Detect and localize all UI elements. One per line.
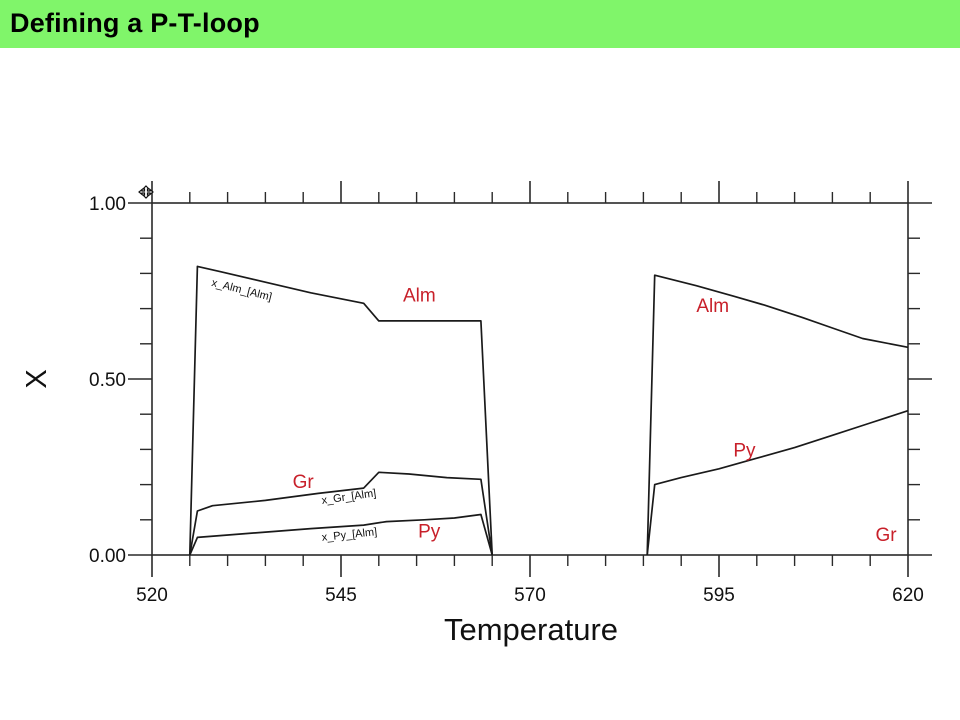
annotation-label: Alm xyxy=(403,286,436,307)
annotation-label: Py xyxy=(733,440,756,461)
annotation-label: Py xyxy=(418,521,441,542)
annotation-label: Gr xyxy=(293,472,315,493)
text-layer: 520 545 570 595 620 0.00 0.50 1.00 Temperature Xx… xyxy=(21,194,924,647)
annotation-label: Gr xyxy=(875,525,897,546)
x-tick-label: 595 xyxy=(703,585,735,606)
y-axis-label: X xyxy=(21,369,53,388)
y-tick-label: 0.50 xyxy=(89,370,126,391)
series-layer xyxy=(188,265,909,556)
move-cross-icon[interactable] xyxy=(138,185,154,199)
plot-frame xyxy=(151,202,909,556)
y-tick-label: 1.00 xyxy=(89,194,126,215)
annotation-label: Alm xyxy=(696,296,729,317)
x-axis-label: Temperature xyxy=(444,612,618,647)
y-tick-label: 0.00 xyxy=(89,546,126,567)
x-tick-label: 620 xyxy=(892,585,924,606)
series-line xyxy=(188,471,494,556)
series-line xyxy=(188,265,494,556)
x-tick-label: 570 xyxy=(514,585,546,606)
curve-label: x_Py_[Alm] xyxy=(321,526,378,544)
slide-title: Defining a P-T-loop xyxy=(10,8,260,38)
x-tick-label: 545 xyxy=(325,585,357,606)
axis-ticks xyxy=(128,181,932,577)
plot-border xyxy=(151,202,909,556)
curve-label: x_Gr_[Alm] xyxy=(321,487,377,507)
series-line xyxy=(646,274,909,556)
title-bar: Defining a P-T-loop xyxy=(0,0,960,48)
series-line xyxy=(189,513,494,556)
x-tick-label: 520 xyxy=(136,585,168,606)
series-line xyxy=(646,409,909,556)
